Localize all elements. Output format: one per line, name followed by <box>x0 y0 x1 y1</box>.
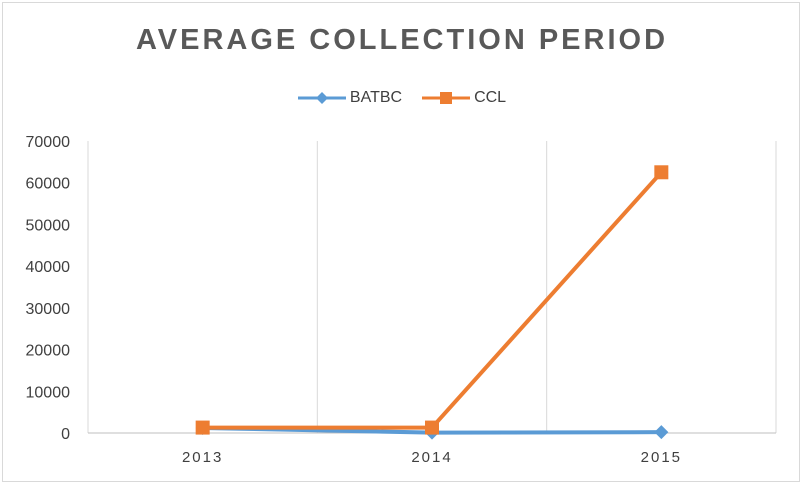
chart-title: AVERAGE COLLECTION PERIOD <box>135 24 669 56</box>
y-tick-label: 70000 <box>26 134 71 151</box>
data-point-batbc <box>654 425 669 440</box>
data-point-ccl <box>195 420 210 435</box>
legend-label-batbc: BATBC <box>349 89 403 106</box>
legend-label-ccl: CCL <box>474 89 507 106</box>
x-tick-label: 2013 <box>182 449 223 466</box>
y-tick-label: 40000 <box>26 259 71 276</box>
y-tick-label: 50000 <box>26 217 71 234</box>
legend: BATBC CCL <box>0 89 804 107</box>
y-tick-label: 10000 <box>26 384 71 401</box>
y-tick-label: 30000 <box>26 301 71 318</box>
data-point-ccl <box>654 165 669 180</box>
legend-marker-batbc <box>297 92 346 104</box>
y-tick-label: 0 <box>61 426 70 443</box>
y-tick-label: 20000 <box>26 343 71 360</box>
legend-item-batbc: BATBC <box>297 89 403 107</box>
x-tick-label: 2015 <box>641 449 682 466</box>
x-tick-label: 2014 <box>411 449 452 466</box>
data-point-ccl <box>425 420 439 435</box>
legend-item-ccl: CCL <box>422 89 506 107</box>
y-tick-label: 60000 <box>26 176 71 193</box>
legend-marker-ccl <box>422 92 471 104</box>
series-line-ccl <box>202 170 663 430</box>
